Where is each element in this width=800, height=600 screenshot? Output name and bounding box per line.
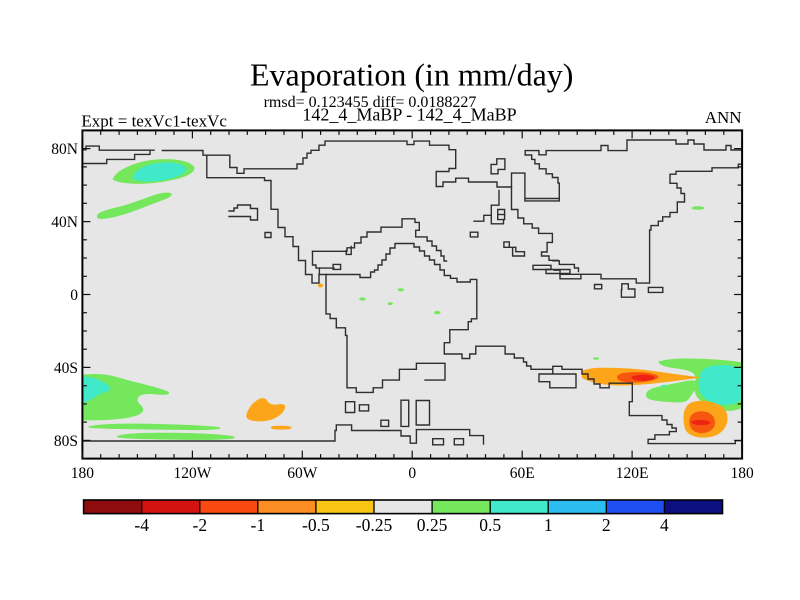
svg-text:ANN: ANN (705, 108, 742, 127)
svg-text:-2: -2 (193, 515, 208, 535)
svg-text:-0.5: -0.5 (302, 515, 330, 535)
svg-text:4: 4 (660, 515, 669, 535)
svg-text:2: 2 (602, 515, 611, 535)
svg-text:Evaporation (in mm/day): Evaporation (in mm/day) (250, 57, 573, 93)
svg-text:60E: 60E (510, 465, 535, 482)
svg-text:0: 0 (70, 287, 78, 304)
svg-text:0: 0 (408, 465, 416, 482)
svg-text:Expt = texVc1-texVc: Expt = texVc1-texVc (81, 111, 227, 130)
svg-text:40S: 40S (54, 360, 78, 377)
svg-text:180: 180 (730, 465, 754, 482)
svg-text:120E: 120E (616, 465, 649, 482)
svg-text:-0.25: -0.25 (356, 515, 393, 535)
svg-text:142_4_MaBP - 142_4_MaBP: 142_4_MaBP - 142_4_MaBP (302, 105, 516, 125)
svg-text:0.5: 0.5 (479, 515, 501, 535)
svg-text:-4: -4 (134, 515, 149, 535)
svg-text:180: 180 (71, 465, 95, 482)
svg-text:1: 1 (544, 515, 553, 535)
svg-text:40N: 40N (51, 214, 78, 231)
svg-text:80N: 80N (51, 141, 78, 158)
svg-text:-1: -1 (251, 515, 266, 535)
svg-text:80S: 80S (54, 433, 78, 450)
svg-text:120W: 120W (173, 465, 211, 482)
svg-text:0.25: 0.25 (417, 515, 448, 535)
svg-text:rmsd= 0.123455 diff= 0.0188227: rmsd= 0.123455 diff= 0.0188227 (264, 94, 477, 111)
svg-text:60W: 60W (287, 465, 318, 482)
